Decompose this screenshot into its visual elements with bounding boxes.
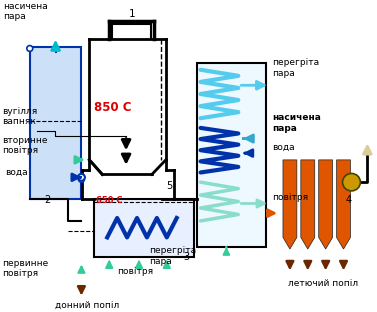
- Text: вода: вода: [272, 143, 295, 152]
- Text: 1: 1: [129, 9, 136, 19]
- Text: вода: вода: [5, 168, 28, 176]
- Polygon shape: [301, 160, 315, 249]
- Polygon shape: [337, 160, 351, 249]
- Text: донний попіл: донний попіл: [55, 301, 119, 310]
- Text: 2: 2: [45, 196, 51, 206]
- Text: первинне
повітря: первинне повітря: [2, 259, 48, 278]
- Text: 5: 5: [166, 181, 172, 191]
- Polygon shape: [319, 160, 333, 249]
- Text: вторинне
повітря: вторинне повітря: [2, 136, 48, 155]
- Text: летючий попіл: летючий попіл: [288, 279, 358, 288]
- Text: насичена
пара: насичена пара: [272, 114, 321, 133]
- Text: повітря: повітря: [117, 267, 153, 276]
- Text: перегріта
пара: перегріта пара: [149, 246, 196, 266]
- Text: 3: 3: [184, 252, 190, 262]
- Circle shape: [343, 173, 360, 191]
- Text: повітря: повітря: [272, 193, 308, 202]
- Text: вугілля
вапняк: вугілля вапняк: [2, 107, 37, 126]
- Bar: [94, 199, 194, 257]
- Bar: [30, 46, 81, 199]
- Text: насичена
пара: насичена пара: [3, 2, 48, 22]
- Text: 850 С: 850 С: [94, 101, 132, 115]
- Text: 4: 4: [345, 196, 352, 206]
- Text: 650 С: 650 С: [96, 197, 123, 206]
- Polygon shape: [283, 160, 297, 249]
- Circle shape: [27, 46, 33, 51]
- Bar: [196, 63, 266, 247]
- Circle shape: [78, 174, 85, 181]
- Circle shape: [78, 176, 84, 182]
- Text: перегріта
пара: перегріта пара: [272, 58, 319, 78]
